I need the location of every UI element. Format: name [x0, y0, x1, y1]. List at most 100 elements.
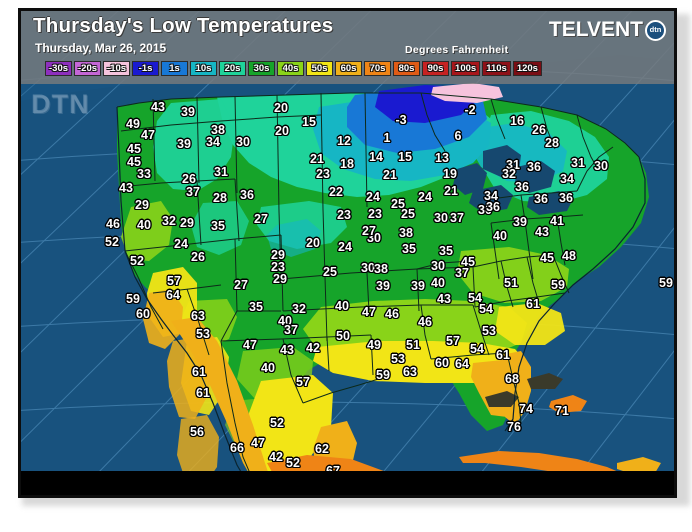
temperature-reading: 34	[560, 171, 574, 186]
temperature-reading: 57	[167, 273, 181, 288]
temperature-reading: 24	[174, 236, 188, 251]
legend-band-1s[interactable]: 1s	[161, 61, 189, 76]
temperature-reading: 37	[455, 265, 469, 280]
temperature-reading: 43	[535, 224, 549, 239]
temperature-reading: 40	[137, 217, 151, 232]
temperature-reading: 47	[243, 337, 257, 352]
temperature-reading: 49	[126, 116, 140, 131]
temperature-reading: 36	[240, 187, 254, 202]
temperature-reading: 39	[177, 136, 191, 151]
temperature-reading: 35	[402, 241, 416, 256]
temperature-reading: 74	[519, 401, 533, 416]
dtn-logo-icon: dtn	[645, 19, 666, 41]
temperature-reading: -3	[395, 112, 407, 127]
temperature-reading: 54	[468, 290, 482, 305]
legend-band-50s[interactable]: 50s	[306, 61, 334, 76]
legend-band-20s[interactable]: 20s	[219, 61, 247, 76]
temperature-reading: 29	[273, 271, 287, 286]
legend-band--10s[interactable]: -10s	[103, 61, 131, 76]
legend-band-10s[interactable]: 10s	[190, 61, 218, 76]
temperature-reading: 35	[249, 299, 263, 314]
map-frame: DTN 43 39 49 47 38 34 30 45 39 45 33 31 26 37 28 36 43 29…	[18, 8, 677, 498]
temperature-reading: 60	[435, 355, 449, 370]
temperature-map-canvas[interactable]: DTN 43 39 49 47 38 34 30 45 39 45 33 31 26 37 28 36 43 29…	[21, 11, 674, 495]
legend-band--20s[interactable]: -20s	[74, 61, 102, 76]
temperature-reading: 36	[486, 199, 500, 214]
temperature-reading: 15	[398, 149, 412, 164]
legend-band-120s[interactable]: 120s	[512, 61, 542, 76]
temperature-reading: 61	[192, 364, 206, 379]
temperature-reading: 30	[431, 258, 445, 273]
temperature-reading: 28	[213, 190, 227, 205]
temperature-reading: 52	[286, 455, 300, 470]
temperature-reading: 39	[513, 214, 527, 229]
temperature-reading: 49	[367, 337, 381, 352]
temperature-reading: 43	[280, 342, 294, 357]
temperature-reading: 29	[135, 197, 149, 212]
temperature-reading: 61	[526, 296, 540, 311]
temperature-reading: 39	[411, 278, 425, 293]
temperature-reading: 30	[594, 158, 608, 173]
temperature-reading: 61	[496, 347, 510, 362]
temperature-reading: 43	[151, 99, 165, 114]
temperature-reading: 19	[443, 166, 457, 181]
temperature-reading: 28	[545, 135, 559, 150]
temperature-reading: 47	[251, 435, 265, 450]
temperature-reading: 25	[323, 264, 337, 279]
temperature-legend[interactable]: -30s -20s -10s -1s 1s 10s 20s 30s 40s 50s 60s 70s 80…	[45, 61, 542, 76]
temperature-reading: 1	[383, 130, 391, 145]
temperature-reading: 34	[484, 188, 498, 203]
temperature-reading: 64	[166, 287, 180, 302]
temperature-reading: 41	[550, 213, 564, 228]
temperature-reading: 45	[540, 250, 554, 265]
legend-band--30s[interactable]: -30s	[45, 61, 73, 76]
legend-band-30s[interactable]: 30s	[248, 61, 276, 76]
temperature-reading: 42	[306, 340, 320, 355]
legend-band-40s[interactable]: 40s	[277, 61, 305, 76]
units-label: Degrees Fahrenheit	[405, 44, 509, 56]
legend-band-100s[interactable]: 100s	[451, 61, 481, 76]
legend-band--1s[interactable]: -1s	[132, 61, 160, 76]
temperature-reading: 21	[383, 167, 397, 182]
bottom-black-band	[21, 471, 674, 495]
temperature-reading: 34	[206, 134, 220, 149]
temperature-reading: 32	[162, 213, 176, 228]
temperature-reading: 77	[526, 494, 540, 495]
brand-text: TELVENT	[548, 18, 643, 41]
dtn-logo-text: dtn	[649, 25, 662, 35]
temperature-reading: 59	[551, 277, 565, 292]
temperature-reading: 46	[106, 216, 120, 231]
temperature-reading: 61	[196, 385, 210, 400]
temperature-reading: 16	[510, 113, 524, 128]
temperature-reading: 30	[478, 202, 492, 217]
temperature-reading: 45	[127, 154, 141, 169]
temperature-reading: 24	[338, 239, 352, 254]
temperature-reading: 40	[278, 313, 292, 328]
page-title: Thursday's Low Temperatures	[33, 14, 334, 37]
temperature-reading: 51	[504, 275, 518, 290]
temperature-reading: 71	[555, 403, 569, 418]
temperature-reading: 36	[527, 159, 541, 174]
temperature-reading: 26	[182, 171, 196, 186]
temperature-reading: 57	[446, 333, 460, 348]
temperature-reading: 37	[284, 322, 298, 337]
temperature-reading: 31	[506, 157, 520, 172]
temperature-reading: 54	[470, 341, 484, 356]
legend-band-70s[interactable]: 70s	[364, 61, 392, 76]
legend-band-80s[interactable]: 80s	[393, 61, 421, 76]
temperature-reading: 14	[369, 149, 383, 164]
temperature-reading: 45	[127, 141, 141, 156]
temperature-reading: 15	[302, 114, 316, 129]
temperature-reading: 59	[126, 291, 140, 306]
legend-band-60s[interactable]: 60s	[335, 61, 363, 76]
temperature-reading: 25	[401, 206, 415, 221]
temperature-reading: 48	[562, 248, 576, 263]
legend-band-110s[interactable]: 110s	[482, 61, 511, 76]
temperature-reading: 18	[340, 156, 354, 171]
legend-band-90s[interactable]: 90s	[422, 61, 450, 76]
temperature-reading: 35	[439, 243, 453, 258]
temperature-reading: 76	[507, 419, 521, 434]
temperature-reading: 23	[271, 259, 285, 274]
temperature-reading: 53	[482, 323, 496, 338]
